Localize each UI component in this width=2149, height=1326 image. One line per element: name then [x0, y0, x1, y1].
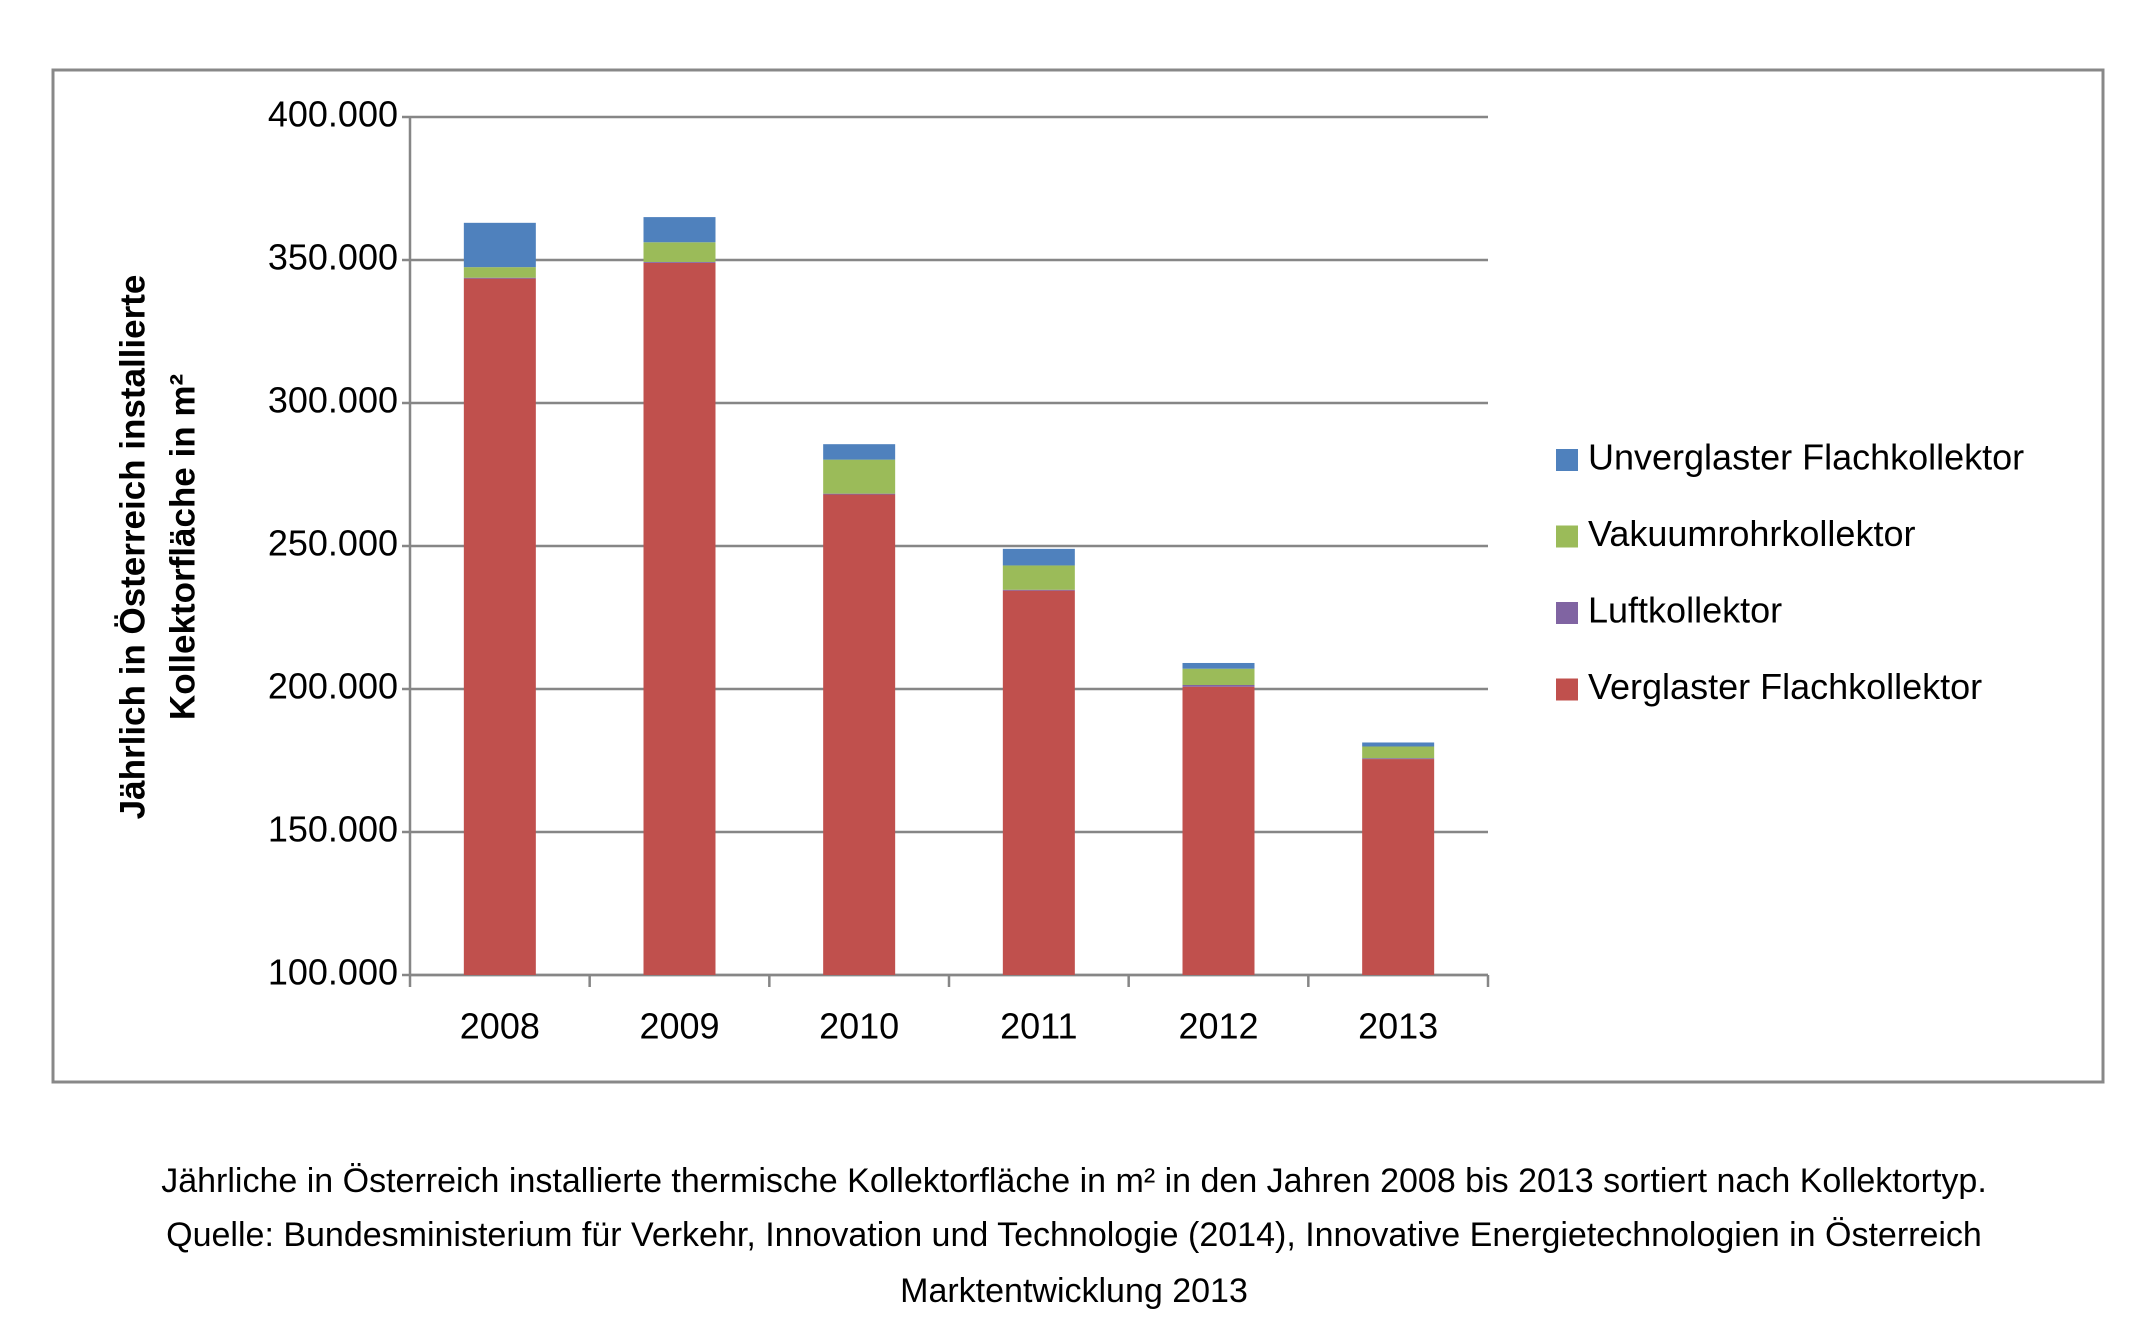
bar-segment — [463, 267, 536, 278]
bar-segment — [1182, 662, 1255, 669]
y-axis-title: Jährlich in Österreich installierte Koll… — [113, 275, 202, 820]
y-tick-label: 400.000 — [268, 94, 398, 135]
x-tick-label: 2013 — [1358, 1006, 1438, 1047]
bar-segment — [823, 444, 896, 460]
bar-segment — [1002, 590, 1075, 975]
x-tick-label: 2010 — [819, 1006, 899, 1047]
y-tick-label: 300.000 — [268, 380, 398, 421]
bar-segment — [463, 277, 536, 279]
legend-label: Luftkollektor — [1588, 590, 1782, 631]
legend-label: Vakuumrohrkollektor — [1588, 513, 1915, 554]
bar-segment — [1182, 686, 1255, 975]
legend-label: Verglaster Flachkollektor — [1588, 666, 1982, 707]
legend-swatch — [1556, 525, 1578, 548]
legend-swatch — [1556, 449, 1578, 471]
x-tick-label: 2008 — [460, 1006, 540, 1047]
bar-segment — [463, 278, 536, 976]
bar-segment — [1362, 746, 1435, 759]
bar-segment — [823, 459, 896, 494]
legend-label: Unverglaster Flachkollektor — [1588, 437, 2024, 478]
x-tick-label: 2011 — [1000, 1006, 1077, 1047]
bar-segment — [643, 242, 716, 263]
bar-segment — [1362, 759, 1435, 975]
bar-segment — [1002, 589, 1075, 591]
bar-segment — [1362, 742, 1435, 747]
caption: Jährliche in Österreich installierte the… — [161, 1162, 1987, 1200]
chart-frame — [51, 68, 2105, 1084]
y-tick-label: 150.000 — [268, 809, 398, 850]
caption: Marktentwicklung 2013 — [900, 1272, 1248, 1310]
legend-swatch — [1556, 678, 1578, 701]
y-axis-title-line: Jährlich in Österreich installierte — [113, 275, 152, 820]
y-tick-label: 100.000 — [268, 952, 398, 993]
bar-segment — [1182, 684, 1255, 687]
bar-segment — [1362, 758, 1435, 760]
bar-segment — [643, 217, 716, 243]
bar-segment — [823, 493, 896, 495]
caption: Quelle: Bundesministerium für Verkehr, I… — [166, 1216, 1982, 1254]
bar-segment — [1182, 668, 1255, 685]
y-tick-label: 200.000 — [268, 666, 398, 707]
bar-segment — [1002, 565, 1075, 590]
y-tick-label: 250.000 — [268, 523, 398, 564]
bar-segment — [463, 222, 536, 268]
legend-swatch — [1556, 602, 1578, 624]
bar-segment — [1002, 548, 1075, 566]
bar-segment — [823, 494, 896, 975]
bar-segment — [643, 262, 716, 263]
x-tick-label: 2012 — [1178, 1006, 1258, 1047]
y-axis-title-line: Kollektorfläche in m² — [163, 374, 202, 720]
bar-segment — [643, 262, 716, 975]
y-tick-label: 350.000 — [268, 237, 398, 278]
x-tick-label: 2009 — [639, 1006, 719, 1047]
